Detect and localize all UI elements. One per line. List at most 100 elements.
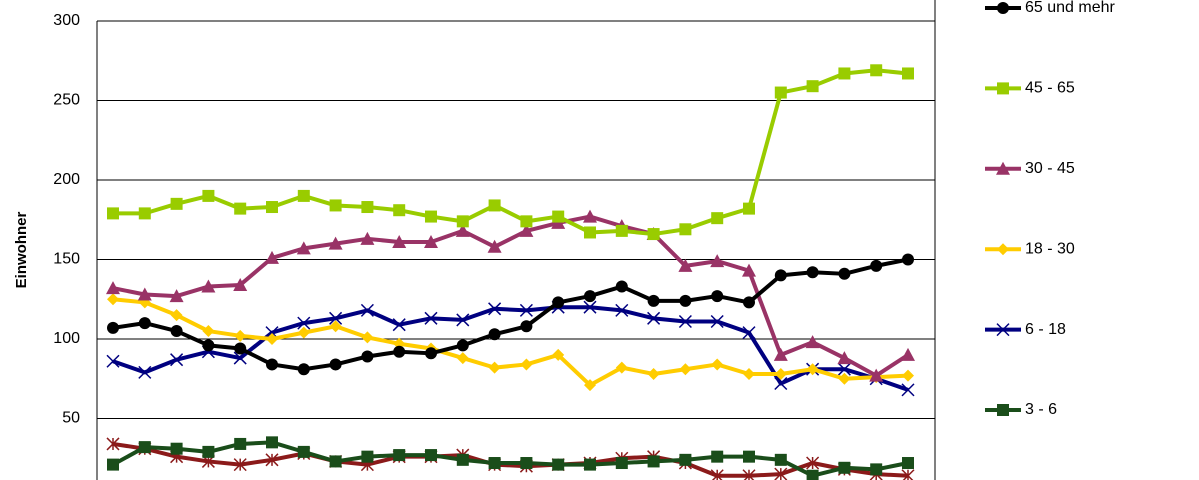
data-point [902,67,914,80]
data-point [170,197,183,210]
data-point [774,467,788,480]
data-point [107,321,119,334]
data-point [107,293,119,306]
data-point [615,224,628,237]
y-tick-label: 150 [53,251,80,268]
data-point [837,362,851,376]
data-point [106,437,120,451]
data-point [647,367,660,380]
data-point [202,189,215,202]
data-point [233,277,248,291]
data-point [774,86,787,99]
data-point [456,339,469,352]
y-tick-label: 300 [53,12,80,29]
data-point [392,318,406,332]
legend-marker [996,323,1010,337]
data-point [552,458,565,471]
data-point [584,379,596,392]
data-point [266,358,278,371]
data-point [488,328,501,341]
data-point [520,358,533,371]
data-point [711,212,724,225]
data-point [266,333,278,345]
data-point [138,207,151,220]
data-point [838,267,851,280]
legend-label: 18 - 30 [1025,240,1075,257]
data-point [838,372,851,385]
data-point [297,363,310,376]
data-point [266,201,278,214]
data-point [742,263,756,277]
data-point [806,363,819,376]
data-point [743,450,755,463]
data-point [742,326,756,340]
data-point [647,228,660,241]
data-point [679,223,692,236]
legend-label: 3 - 6 [1025,401,1057,418]
data-point [679,294,692,307]
data-point [838,461,851,474]
legend-marker [997,2,1009,14]
data-point [584,290,596,303]
data-point [393,204,406,217]
legend-label: 65 und mehr [1025,0,1116,16]
legend-marker [997,82,1009,95]
data-point [615,457,628,470]
legend-label: 6 - 18 [1025,321,1066,338]
data-point [328,236,343,250]
data-point [743,367,755,380]
legend-marker [997,404,1009,416]
data-point [774,367,787,380]
data-point [869,368,884,382]
legend-label: 30 - 45 [1025,160,1075,177]
data-point [361,450,374,463]
data-point [901,347,915,361]
data-point [360,303,374,317]
data-point [647,311,661,325]
data-point [329,358,342,371]
data-point [170,442,183,455]
data-point [838,67,851,80]
data-point [520,457,533,470]
data-point [837,351,852,365]
data-point [265,453,279,467]
data-point [360,231,375,245]
data-point [488,457,501,470]
y-tick-label: 50 [62,410,80,427]
data-point [806,80,819,93]
data-point [393,449,406,462]
data-point [456,215,469,228]
data-point [361,350,374,363]
data-point [455,223,470,237]
legend-marker [996,161,1010,175]
data-point [678,258,693,272]
data-point [107,207,119,220]
data-point [425,347,437,360]
data-point [773,347,788,361]
data-point [297,316,311,330]
data-point [138,365,152,379]
data-point [870,463,883,476]
data-point [233,458,247,472]
data-point [774,376,788,391]
data-point [552,296,565,309]
data-point [169,289,184,303]
data-point [678,314,692,329]
data-point [456,352,469,365]
data-point [679,363,692,376]
data-point [711,358,724,371]
series-line [112,441,909,478]
data-point [456,453,469,466]
data-point [329,311,343,325]
data-point [615,361,628,374]
data-point [901,383,915,397]
data-point [711,290,724,303]
data-point [519,303,533,317]
data-point [393,345,406,358]
data-point [456,313,470,327]
data-point [233,351,247,365]
y-tick-label: 250 [53,92,80,109]
data-point [234,329,247,342]
data-point [743,296,755,309]
data-point [806,469,819,480]
